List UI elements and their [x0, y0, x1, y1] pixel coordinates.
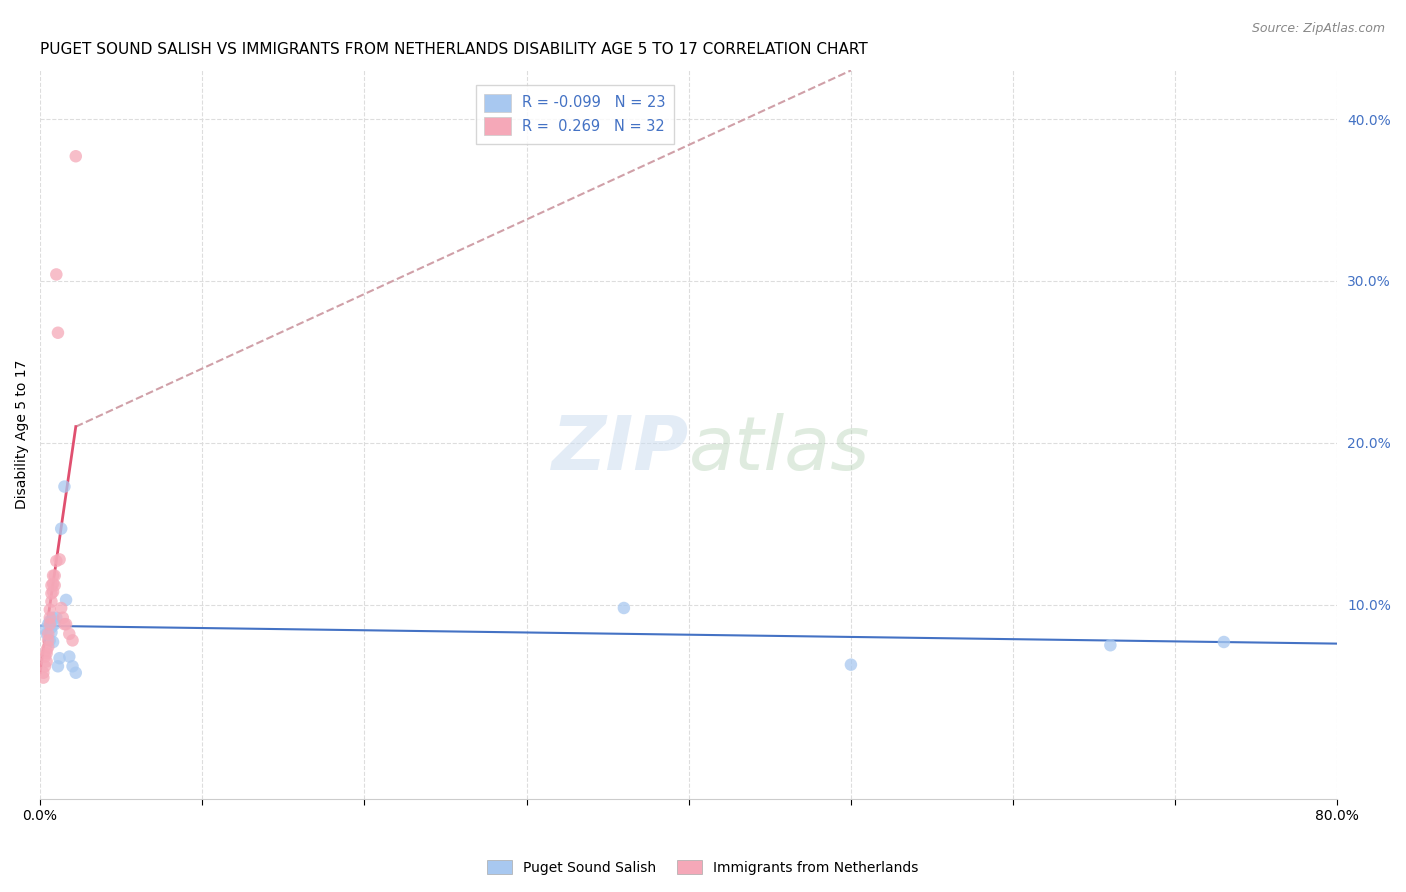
- Point: [46, 659, 69, 673]
- Point: [44, 568, 66, 582]
- Point: [51, 522, 73, 536]
- Legend: R = -0.099   N = 23, R =  0.269   N = 32: R = -0.099 N = 23, R = 0.269 N = 32: [475, 85, 675, 144]
- Point: [42, 576, 65, 591]
- Text: atlas: atlas: [689, 413, 870, 485]
- Point: [1099, 638, 1122, 652]
- Point: [38, 611, 60, 625]
- Point: [45, 268, 67, 282]
- Point: [38, 614, 60, 628]
- Text: Source: ZipAtlas.com: Source: ZipAtlas.com: [1251, 22, 1385, 36]
- Point: [48, 651, 70, 665]
- Point: [37, 640, 59, 654]
- Point: [38, 633, 60, 648]
- Point: [55, 593, 77, 607]
- Point: [65, 665, 87, 680]
- Point: [1212, 635, 1234, 649]
- Point: [41, 594, 63, 608]
- Point: [53, 617, 76, 632]
- Y-axis label: Disability Age 5 to 17: Disability Age 5 to 17: [15, 360, 30, 509]
- Point: [45, 554, 67, 568]
- Point: [34, 622, 56, 636]
- Point: [62, 659, 84, 673]
- Point: [41, 620, 63, 634]
- Point: [35, 627, 58, 641]
- Point: [46, 326, 69, 340]
- Point: [41, 586, 63, 600]
- Point: [38, 602, 60, 616]
- Point: [44, 617, 66, 632]
- Text: PUGET SOUND SALISH VS IMMIGRANTS FROM NETHERLANDS DISABILITY AGE 5 TO 17 CORRELA: PUGET SOUND SALISH VS IMMIGRANTS FROM NE…: [41, 42, 868, 57]
- Legend: Puget Sound Salish, Immigrants from Netherlands: Puget Sound Salish, Immigrants from Neth…: [482, 855, 924, 880]
- Point: [32, 671, 55, 685]
- Point: [38, 617, 60, 632]
- Point: [34, 659, 56, 673]
- Point: [613, 601, 636, 615]
- Point: [51, 601, 73, 615]
- Point: [42, 584, 65, 599]
- Point: [35, 646, 58, 660]
- Point: [41, 625, 63, 640]
- Point: [32, 665, 55, 680]
- Text: ZIP: ZIP: [551, 413, 689, 486]
- Point: [42, 611, 65, 625]
- Point: [34, 649, 56, 664]
- Point: [839, 657, 862, 672]
- Point: [53, 479, 76, 493]
- Point: [58, 649, 80, 664]
- Point: [62, 633, 84, 648]
- Point: [44, 578, 66, 592]
- Point: [55, 617, 77, 632]
- Point: [35, 643, 58, 657]
- Point: [42, 568, 65, 582]
- Point: [65, 149, 87, 163]
- Point: [48, 552, 70, 566]
- Point: [42, 635, 65, 649]
- Point: [37, 627, 59, 641]
- Point: [45, 611, 67, 625]
- Point: [58, 627, 80, 641]
- Point: [35, 655, 58, 669]
- Point: [37, 617, 59, 632]
- Point: [41, 578, 63, 592]
- Point: [37, 633, 59, 648]
- Point: [52, 611, 75, 625]
